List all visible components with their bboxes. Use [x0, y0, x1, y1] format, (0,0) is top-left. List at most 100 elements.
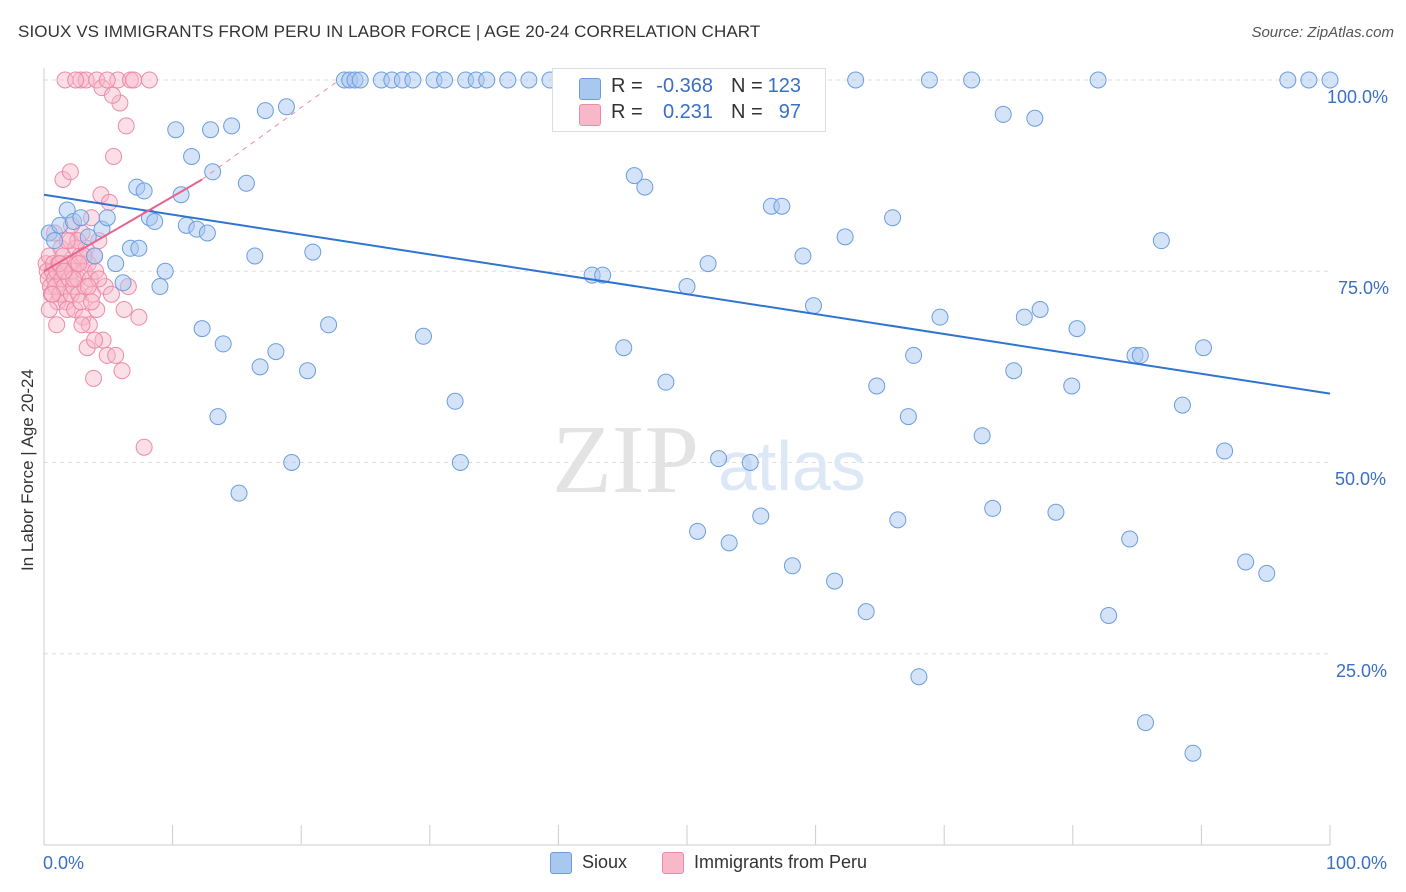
sioux-point-36 — [256, 102, 274, 120]
peru-points — [37, 71, 158, 456]
peru-point-78 — [104, 86, 122, 104]
peru-point-60 — [113, 362, 131, 380]
peru-point-93 — [79, 278, 97, 296]
sioux-point-92 — [920, 71, 938, 89]
sioux-point-10 — [107, 255, 125, 273]
sioux-point-55 — [451, 454, 469, 471]
sioux-point-112 — [1173, 396, 1191, 414]
sioux-point-39 — [283, 454, 301, 471]
peru-point-41 — [80, 316, 98, 334]
bottom-legend-peru: Immigrants from Peru — [662, 851, 902, 877]
sioux-point-113 — [1184, 744, 1202, 762]
sioux-point-118 — [1279, 71, 1297, 89]
sioux-point-30 — [214, 335, 232, 353]
peru-point-54 — [100, 193, 118, 211]
peru-point-79 — [82, 293, 100, 311]
sioux-point-60 — [520, 71, 538, 89]
sioux-point-23 — [183, 148, 201, 165]
sioux-point-9 — [98, 209, 116, 227]
sioux-point-101 — [1031, 301, 1049, 318]
sioux-point-42 — [320, 316, 338, 334]
sioux-r-label: R = — [611, 75, 643, 97]
legend-row-peru: R = 0.231 N = 97 — [553, 101, 825, 127]
peru-point-77 — [67, 71, 85, 89]
x-tick-label-0: 0.0% — [43, 853, 85, 873]
sioux-point-79 — [783, 557, 801, 575]
sioux-point-93 — [931, 308, 949, 326]
sioux-legend-label: Sioux — [582, 852, 628, 872]
sioux-point-75 — [741, 454, 759, 471]
sioux-n-label: N = — [731, 75, 763, 97]
peru-point-56 — [105, 148, 123, 165]
y-tick-label-100: 100.0% — [1327, 87, 1389, 107]
sioux-legend-swatch — [550, 852, 572, 874]
sioux-point-83 — [836, 228, 854, 246]
chart-title: SIOUX VS IMMIGRANTS FROM PERU IN LABOR F… — [18, 22, 761, 41]
sioux-point-87 — [884, 209, 902, 227]
sioux-point-19 — [156, 262, 174, 280]
sioux-point-20 — [167, 121, 185, 139]
sioux-point-38 — [277, 98, 295, 116]
sioux-point-96 — [984, 499, 1002, 517]
grid-lines — [44, 79, 1330, 655]
peru-point-62 — [117, 117, 135, 135]
sioux-point-73 — [710, 450, 728, 468]
sioux-point-105 — [1089, 71, 1107, 89]
sioux-point-70 — [678, 278, 696, 296]
sioux-point-76 — [752, 507, 770, 525]
sioux-point-58 — [478, 71, 496, 89]
sioux-point-64 — [594, 266, 612, 284]
sioux-point-89 — [899, 408, 917, 426]
sioux-point-1 — [46, 232, 64, 250]
peru-point-65 — [125, 71, 143, 89]
sioux-point-94 — [963, 71, 981, 89]
sioux-n-value: 123 — [767, 75, 801, 97]
peru-point-67 — [135, 438, 153, 456]
peru-n-label: N = — [731, 101, 763, 123]
sioux-point-111 — [1152, 232, 1170, 250]
sioux-point-103 — [1063, 377, 1081, 395]
sioux-point-119 — [1300, 71, 1318, 89]
sioux-point-34 — [246, 247, 264, 265]
peru-trend-line — [43, 178, 203, 273]
sioux-point-80 — [794, 247, 812, 265]
sioux-point-18 — [151, 278, 169, 296]
sioux-point-107 — [1121, 530, 1139, 548]
sioux-point-15 — [135, 182, 153, 200]
sioux-point-65 — [615, 339, 633, 357]
sioux-point-117 — [1258, 564, 1276, 582]
peru-point-76 — [61, 163, 79, 181]
peru-point-85 — [73, 316, 91, 334]
peru-point-66 — [130, 308, 148, 326]
peru-point-94 — [55, 262, 73, 280]
sioux-point-109 — [1131, 346, 1149, 364]
sioux-point-90 — [905, 346, 923, 364]
sioux-point-98 — [1005, 362, 1023, 380]
sioux-point-7 — [86, 247, 104, 265]
trend-lines — [43, 79, 1331, 395]
legend-row-sioux: R = -0.368 N = 123 — [553, 75, 825, 101]
watermark-atlas: atlas — [718, 427, 866, 505]
sioux-point-120 — [1321, 71, 1339, 89]
sioux-point-102 — [1047, 503, 1065, 521]
peru-point-82 — [43, 285, 61, 303]
sioux-point-116 — [1237, 553, 1255, 571]
sioux-point-72 — [699, 255, 717, 273]
sioux-point-97 — [994, 105, 1012, 123]
peru-point-74 — [98, 71, 116, 89]
peru-point-68 — [140, 71, 158, 89]
sioux-point-95 — [973, 427, 991, 445]
sioux-point-110 — [1137, 714, 1155, 732]
sioux-point-33 — [237, 174, 255, 192]
sioux-point-114 — [1195, 339, 1213, 357]
peru-legend-label: Immigrants from Peru — [694, 852, 868, 872]
sioux-point-100 — [1026, 109, 1044, 127]
sioux-point-88 — [889, 511, 907, 529]
sioux-point-25 — [193, 320, 211, 338]
watermark-zip: ZIP — [552, 406, 699, 514]
sioux-point-81 — [804, 297, 822, 315]
peru-swatch — [579, 104, 601, 126]
sioux-point-27 — [202, 121, 220, 139]
sioux-point-32 — [230, 484, 248, 502]
